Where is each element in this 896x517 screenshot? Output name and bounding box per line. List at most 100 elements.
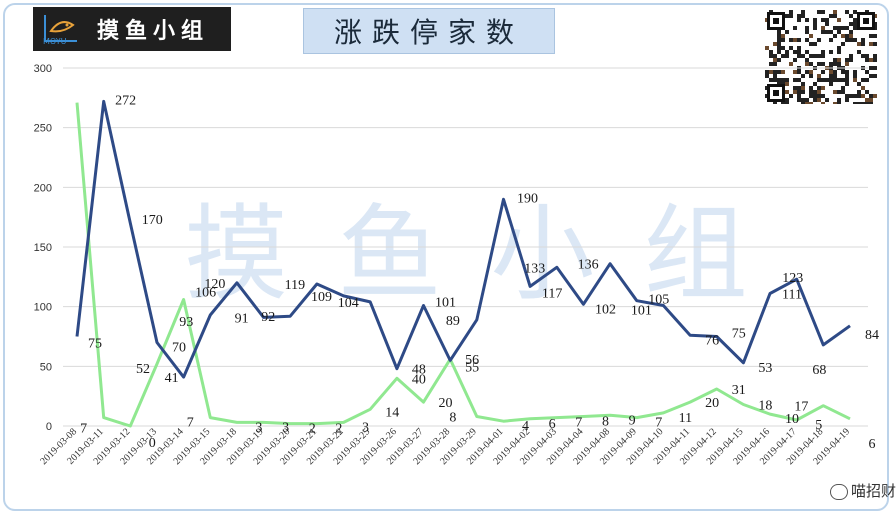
qr-module [845,38,849,42]
data-label-up: 105 [648,293,669,308]
qr-module [849,94,853,98]
qr-module [797,98,801,102]
qr-module [829,62,833,66]
series-group [75,99,851,428]
qr-module [777,34,781,38]
qr-module [805,98,809,102]
qr-module [817,98,821,102]
series-line-up [75,99,851,379]
qr-module [833,14,837,18]
data-label-down: 0 [149,436,156,451]
data-label-down: 8 [449,410,456,425]
qr-module [769,50,773,54]
qr-module [845,62,849,66]
data-label-down: 2 [309,422,316,437]
qr-module [841,90,845,94]
qr-module [849,38,853,42]
qr-module [821,30,825,34]
data-label-up: 55 [465,360,479,375]
qr-module [833,26,837,30]
qr-module [849,58,853,62]
qr-module [785,50,789,54]
qr-module [845,58,849,62]
qr-module [797,78,801,82]
qr-module [785,82,789,86]
y-tick-label: 50 [40,361,52,373]
y-tick-label: 100 [34,302,52,314]
qr-module [821,70,825,74]
qr-module [773,58,777,62]
qr-module [793,70,797,74]
qr-module [789,46,793,50]
qr-module [825,98,829,102]
data-label-up: 41 [165,371,179,386]
qr-module [809,86,813,90]
qr-module [789,62,793,66]
qr-module [801,86,805,90]
qr-module [781,70,785,74]
qr-module [873,42,877,46]
watermark-text: 喵招财 [851,482,896,500]
qr-module [837,18,841,22]
qr-module [781,54,785,58]
qr-module [797,38,801,42]
qr-module [797,54,801,58]
qr-module [797,46,801,50]
qr-module [793,86,797,90]
data-label-down: 6 [549,417,556,432]
qr-module [869,98,873,102]
qr-module [837,98,841,102]
qr-module [845,78,849,82]
qr-module [853,26,857,30]
logo-text: 摸鱼小组 [97,19,210,44]
qr-module [861,54,865,58]
data-label-up: 75 [88,337,102,352]
qr-module [821,102,825,104]
qr-module [837,62,841,66]
qr-module [805,18,809,22]
qr-module [817,78,821,82]
data-label-up: 190 [517,191,538,206]
qr-module [837,26,841,30]
background-watermark: 摸 鱼 小 组 [184,193,755,315]
qr-module [801,82,805,86]
qr-module [793,90,797,94]
data-label-up: 120 [204,277,225,292]
qr-module [861,78,865,82]
data-label-down: 18 [758,399,772,414]
qr-module [853,38,857,42]
data-label-up: 136 [578,258,599,273]
qr-module [853,78,857,82]
data-label-up: 133 [524,261,545,276]
data-label-down: 7 [187,416,194,431]
qr-module [773,78,777,82]
qr-module [797,86,801,90]
qr-module [817,38,821,42]
qr-module [769,70,773,74]
qr-module [857,90,861,94]
qr-module [773,62,777,66]
qr-module [809,74,813,78]
qr-module [813,42,817,46]
qr-module [873,94,877,98]
qr-module [873,58,877,62]
data-label-down: 3 [282,420,289,435]
qr-module [853,22,857,26]
qr-module [805,38,809,42]
qr-module [797,18,801,22]
y-tick-label: 0 [46,421,52,433]
qr-module [793,38,797,42]
qr-module [861,94,865,98]
qr-module [821,86,825,90]
data-label-up: 104 [338,296,359,311]
qr-finder-core [773,18,779,24]
data-label-up: 119 [285,278,305,293]
qr-module [845,10,849,14]
qr-module [805,50,809,54]
qr-module [781,102,785,104]
qr-module [841,86,845,90]
qr-module [841,26,845,30]
qr-module [789,10,793,14]
qr-module [829,74,833,78]
qr-module [833,74,837,78]
